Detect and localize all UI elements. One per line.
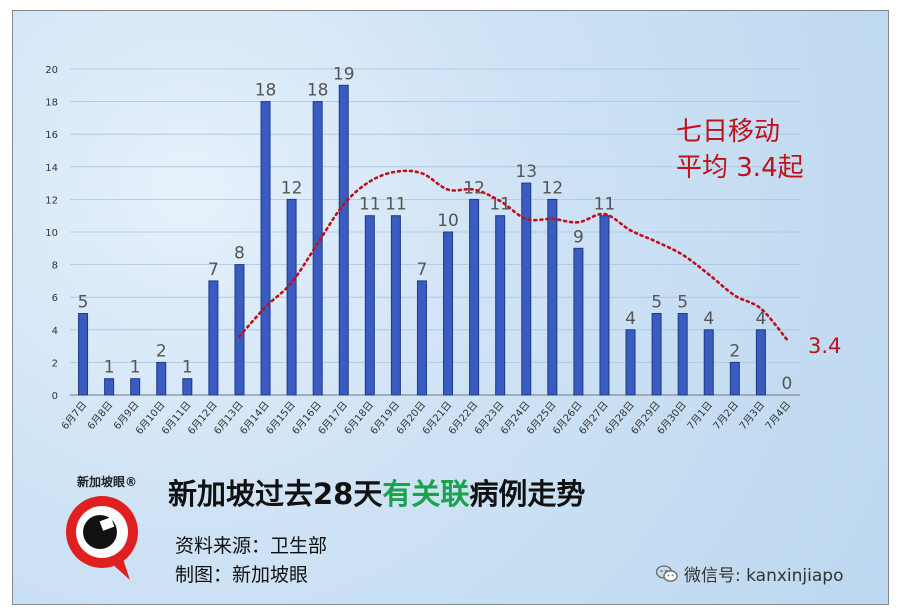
y-tick-label: 6 [52, 293, 58, 304]
bar [130, 378, 141, 396]
bar [703, 329, 714, 396]
y-tick-label: 8 [52, 261, 58, 272]
x-tick-label: 7月2日 [711, 399, 741, 432]
x-tick-label: 7月1日 [685, 399, 715, 432]
y-tick-label: 10 [45, 228, 58, 239]
bar [208, 280, 219, 396]
bar [156, 361, 167, 396]
wechat-text: 微信号: kanxinjiapo [684, 566, 844, 586]
data-label: 10 [437, 211, 459, 231]
data-label: 11 [594, 195, 616, 215]
bar [547, 198, 558, 396]
data-label: 1 [182, 358, 193, 378]
ma-end-label: 3.4 [808, 334, 842, 358]
data-label: 11 [359, 195, 381, 215]
data-label: 8 [234, 244, 245, 264]
title-part-1: 新加坡过去28天 [168, 477, 383, 511]
y-tick-label: 2 [52, 358, 58, 369]
x-tick-label: 7月4日 [763, 399, 793, 432]
xinjiapoyan-logo: 新加坡眼® [66, 474, 138, 580]
y-tick-label: 16 [45, 130, 58, 141]
bar [104, 378, 115, 396]
data-label: 5 [677, 293, 688, 313]
bar [338, 84, 349, 396]
data-label: 19 [333, 64, 355, 84]
bar [390, 215, 401, 396]
bar [573, 247, 584, 396]
data-label: 12 [281, 178, 303, 198]
x-tick-label: 6月8日 [85, 399, 115, 432]
x-tick-label: 7月3日 [737, 399, 767, 432]
data-label: 5 [651, 293, 662, 313]
moving-average-line [238, 169, 789, 341]
data-source: 资料来源：卫生部 [175, 535, 328, 557]
bar [416, 280, 427, 396]
data-label: 11 [489, 195, 511, 215]
bar [182, 378, 193, 396]
y-tick-label: 4 [52, 326, 58, 337]
data-label: 1 [130, 358, 141, 378]
bar [469, 198, 480, 396]
data-label: 7 [208, 260, 219, 280]
chart-title: 新加坡过去28天有关联病例走势 [168, 471, 585, 513]
data-label: 1 [104, 358, 115, 378]
bar [78, 313, 89, 396]
bar [495, 215, 506, 396]
y-tick-label: 12 [45, 195, 58, 206]
ma-annotation-line-2: 平均 3.4起 [676, 153, 804, 183]
bar [286, 198, 297, 396]
data-label: 4 [703, 309, 714, 329]
data-label: 11 [385, 195, 407, 215]
wechat-icon [656, 564, 678, 582]
x-tick-label: 6月7日 [59, 399, 89, 432]
bar [364, 215, 375, 396]
bar [521, 182, 532, 396]
y-tick-label: 18 [45, 98, 58, 109]
title-highlight: 有关联 [382, 477, 470, 511]
data-label: 5 [78, 293, 89, 313]
data-label: 2 [156, 341, 167, 361]
moving-average-annotation: 七日移动 平均 3.4起 [676, 114, 804, 186]
ma-annotation-line-1: 七日移动 [676, 117, 781, 147]
data-label: 7 [417, 260, 428, 280]
y-tick-label: 14 [45, 163, 58, 174]
data-label: 0 [782, 374, 793, 394]
bar [234, 264, 245, 396]
data-label: 18 [255, 81, 277, 101]
title-part-2: 病例走势 [469, 477, 586, 511]
data-label: 4 [755, 309, 766, 329]
data-label: 18 [307, 81, 329, 101]
data-label: 2 [729, 341, 740, 361]
data-label: 12 [463, 178, 485, 198]
data-label: 13 [515, 162, 537, 182]
bar [755, 329, 766, 396]
bar [443, 231, 454, 396]
bar [625, 329, 636, 396]
bar [260, 101, 271, 396]
wechat-id: 微信号: kanxinjiapo [656, 561, 843, 586]
made-by: 制图：新加坡眼 [175, 564, 309, 586]
y-tick-label: 20 [45, 65, 58, 76]
bar [651, 313, 662, 396]
logo-text: 新加坡眼® [77, 474, 137, 489]
data-label: 12 [542, 178, 564, 198]
bar [729, 361, 740, 396]
y-tick-label: 0 [52, 391, 58, 402]
data-label: 4 [625, 309, 636, 329]
bar [599, 215, 610, 396]
data-label: 9 [573, 227, 584, 247]
bar [677, 313, 688, 396]
